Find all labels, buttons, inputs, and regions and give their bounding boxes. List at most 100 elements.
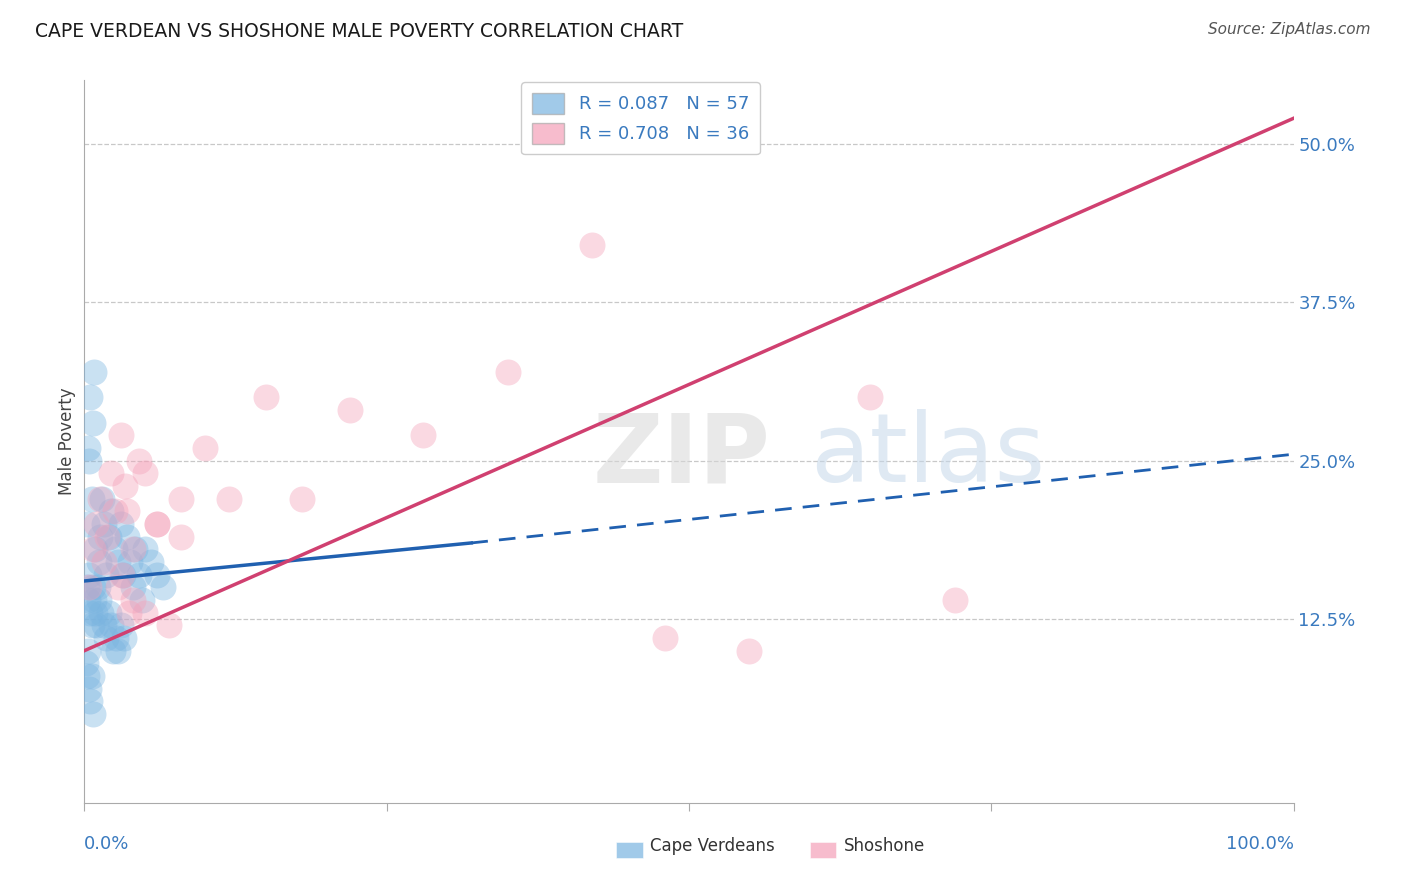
Point <box>93 555 115 569</box>
Point <box>111 567 134 582</box>
Point <box>86 580 108 594</box>
Point <box>77 453 100 467</box>
Point <box>157 618 180 632</box>
Point <box>83 593 105 607</box>
Point <box>90 606 112 620</box>
Point <box>110 428 132 442</box>
Point <box>146 516 169 531</box>
FancyBboxPatch shape <box>616 842 643 858</box>
Point <box>107 555 129 569</box>
Point <box>89 530 111 544</box>
Text: atlas: atlas <box>810 409 1045 502</box>
Point <box>91 491 114 506</box>
Point <box>79 694 101 708</box>
Point <box>134 467 156 481</box>
Point <box>291 491 314 506</box>
Point <box>97 530 120 544</box>
Point <box>339 402 361 417</box>
Point <box>100 618 122 632</box>
Text: Source: ZipAtlas.com: Source: ZipAtlas.com <box>1208 22 1371 37</box>
Point <box>738 643 761 657</box>
Point <box>412 428 434 442</box>
Point <box>110 618 132 632</box>
Point <box>121 593 143 607</box>
Point <box>96 530 118 544</box>
Point <box>114 479 136 493</box>
Text: CAPE VERDEAN VS SHOSHONE MALE POVERTY CORRELATION CHART: CAPE VERDEAN VS SHOSHONE MALE POVERTY CO… <box>35 22 683 41</box>
Point <box>82 416 104 430</box>
Point <box>93 516 115 531</box>
Point <box>146 567 169 582</box>
Point <box>146 516 169 531</box>
Point <box>496 365 519 379</box>
Point <box>104 504 127 518</box>
Point <box>100 504 122 518</box>
Point <box>77 593 100 607</box>
Point <box>128 567 150 582</box>
Point <box>76 516 98 531</box>
Point <box>89 491 111 506</box>
Point <box>84 606 107 620</box>
Point <box>86 618 108 632</box>
Text: 100.0%: 100.0% <box>1226 835 1294 854</box>
Point <box>152 580 174 594</box>
Point <box>107 580 129 594</box>
Point <box>107 643 129 657</box>
Point <box>79 606 101 620</box>
Point <box>194 441 217 455</box>
Point <box>86 516 108 531</box>
Point <box>75 657 97 671</box>
Point <box>120 555 142 569</box>
Point <box>93 618 115 632</box>
Point <box>77 580 100 594</box>
Point <box>170 530 193 544</box>
Point <box>112 631 135 645</box>
Point <box>104 631 127 645</box>
Point <box>84 542 107 557</box>
Point <box>87 593 110 607</box>
FancyBboxPatch shape <box>810 842 837 858</box>
Point <box>121 542 143 557</box>
Point <box>103 643 125 657</box>
Point <box>82 580 104 594</box>
Point <box>77 643 100 657</box>
Point <box>139 555 162 569</box>
Point <box>134 542 156 557</box>
Point <box>134 606 156 620</box>
Point <box>131 593 153 607</box>
Point <box>82 542 104 557</box>
Point <box>77 681 100 696</box>
Point <box>77 567 100 582</box>
Point <box>112 567 135 582</box>
Point <box>254 390 277 404</box>
Point <box>80 669 103 683</box>
Y-axis label: Male Poverty: Male Poverty <box>58 388 76 495</box>
Point <box>118 606 141 620</box>
Point <box>80 491 103 506</box>
Point <box>79 390 101 404</box>
Point <box>100 467 122 481</box>
Point <box>76 580 98 594</box>
Point <box>83 365 105 379</box>
Point <box>82 707 104 722</box>
Point <box>97 606 120 620</box>
Point <box>80 618 103 632</box>
Point <box>859 390 882 404</box>
Text: Cape Verdeans: Cape Verdeans <box>650 838 775 855</box>
Point <box>654 631 676 645</box>
Point <box>94 631 117 645</box>
Legend: R = 0.087   N = 57, R = 0.708   N = 36: R = 0.087 N = 57, R = 0.708 N = 36 <box>522 82 761 154</box>
Point <box>124 542 146 557</box>
Point <box>110 516 132 531</box>
Point <box>115 530 138 544</box>
Point <box>128 453 150 467</box>
Point <box>77 441 100 455</box>
Point <box>581 238 603 252</box>
Text: ZIP: ZIP <box>592 409 770 502</box>
Text: 0.0%: 0.0% <box>84 835 129 854</box>
Point <box>104 542 127 557</box>
Point <box>121 580 143 594</box>
Point <box>87 555 110 569</box>
Point <box>943 593 966 607</box>
Point <box>218 491 240 506</box>
